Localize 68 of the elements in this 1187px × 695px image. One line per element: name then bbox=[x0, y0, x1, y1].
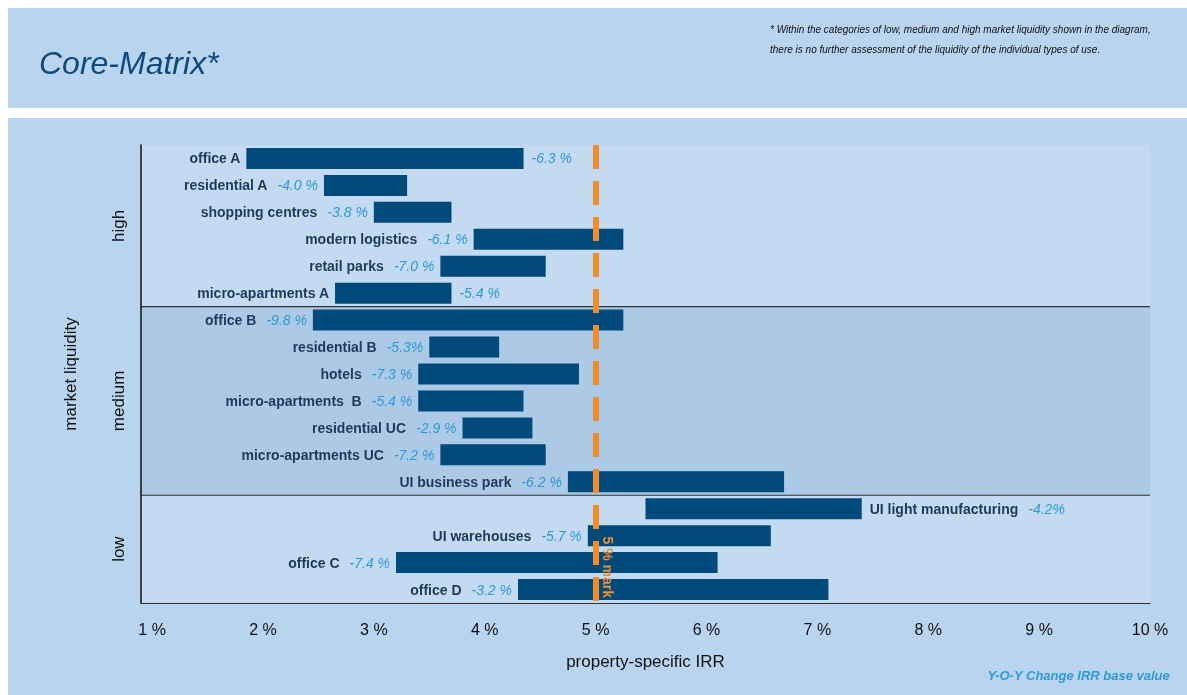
y-tick-label: modern logistics bbox=[305, 231, 418, 248]
band-label: low bbox=[108, 535, 128, 562]
band-label: medium bbox=[108, 370, 128, 432]
bar bbox=[587, 525, 771, 547]
annotation: -5.4 % bbox=[371, 392, 413, 409]
annotation: -5.4 % bbox=[459, 285, 500, 302]
bar bbox=[440, 255, 546, 277]
x-tick-label: 9 % bbox=[1025, 620, 1053, 638]
y-tick-label: shopping centres bbox=[200, 204, 318, 221]
y-tick-label: micro-apartments A bbox=[197, 285, 330, 302]
y-tick-label: micro-apartments B bbox=[225, 392, 362, 409]
annotation: -4.2% bbox=[1028, 500, 1065, 517]
x-tick-label: 4 % bbox=[470, 620, 499, 638]
annotation: -3.2 % bbox=[471, 581, 512, 598]
bar bbox=[440, 444, 546, 466]
y-tick-label: UI warehouses bbox=[432, 527, 532, 544]
y-tick-label: hotels bbox=[320, 366, 362, 382]
annotation: -7.2 % bbox=[393, 446, 435, 463]
bar bbox=[373, 201, 452, 223]
bar bbox=[645, 498, 862, 520]
annotation: -5.7 % bbox=[541, 527, 582, 544]
y-tick-label: UI business park bbox=[399, 473, 512, 490]
y-tick-label: office B bbox=[205, 312, 257, 329]
annotation: -3.8 % bbox=[327, 204, 368, 221]
x-tick-label: 5 % bbox=[581, 620, 610, 638]
y-tick-label: retail parks bbox=[309, 258, 385, 275]
y-tick-label: office D bbox=[410, 581, 462, 598]
x-tick-label: 2 % bbox=[249, 620, 277, 638]
bar bbox=[335, 282, 452, 304]
annotation: -5.3% bbox=[386, 339, 424, 356]
y-tick-label: office A bbox=[189, 150, 241, 167]
annotation: -4.0 % bbox=[277, 177, 318, 194]
x-tick-label: 1 % bbox=[138, 620, 166, 638]
bar bbox=[462, 417, 533, 439]
bar bbox=[429, 336, 500, 358]
bar bbox=[312, 309, 624, 331]
chart-title: Core-Matrix* bbox=[39, 45, 221, 81]
text: Y-O-Y Change IRR base value bbox=[987, 668, 1170, 683]
ref-line-label: 5 % mark bbox=[599, 536, 616, 599]
y-axis-title: market liquidity bbox=[61, 316, 80, 431]
x-tick-label: 10 % bbox=[1131, 620, 1169, 638]
x-axis-title: property-specific IRR bbox=[566, 652, 725, 671]
x-tick-label: 7 % bbox=[803, 620, 832, 638]
bar bbox=[418, 363, 579, 385]
annotation: -7.4 % bbox=[349, 554, 391, 571]
y-tick-label: UI light manufacturing bbox=[869, 500, 1019, 517]
y-tick-label: residential B bbox=[292, 339, 377, 356]
band-label: high bbox=[108, 209, 128, 242]
y-tick-label: residential A bbox=[183, 177, 268, 194]
bar bbox=[473, 228, 624, 250]
annotation: -6.3 % bbox=[531, 150, 572, 167]
bar bbox=[567, 471, 785, 493]
annotation: -9.8 % bbox=[266, 312, 307, 329]
x-tick-label: 6 % bbox=[692, 620, 721, 638]
bar bbox=[323, 174, 408, 196]
bar bbox=[418, 390, 524, 412]
text: * Within the categories of low, medium and high market liquidity shown in the diagram, there is no further assessment of the liquidity of the individual types of use. bbox=[770, 23, 1154, 55]
y-tick-label: micro-apartments UC bbox=[241, 446, 384, 463]
x-tick-label: 3 % bbox=[360, 620, 388, 638]
y-tick-label: office C bbox=[288, 554, 340, 571]
annotation: -7.0 % bbox=[393, 258, 435, 275]
x-tick-label: 8 % bbox=[914, 620, 943, 638]
y-tick-label: residential UC bbox=[311, 419, 407, 436]
annotation: -6.1 % bbox=[427, 231, 468, 248]
annotation: -2.9 % bbox=[416, 419, 457, 436]
bar bbox=[246, 147, 524, 169]
annotation: -7.3 % bbox=[371, 366, 413, 382]
annotation: -6.2 % bbox=[521, 473, 562, 490]
